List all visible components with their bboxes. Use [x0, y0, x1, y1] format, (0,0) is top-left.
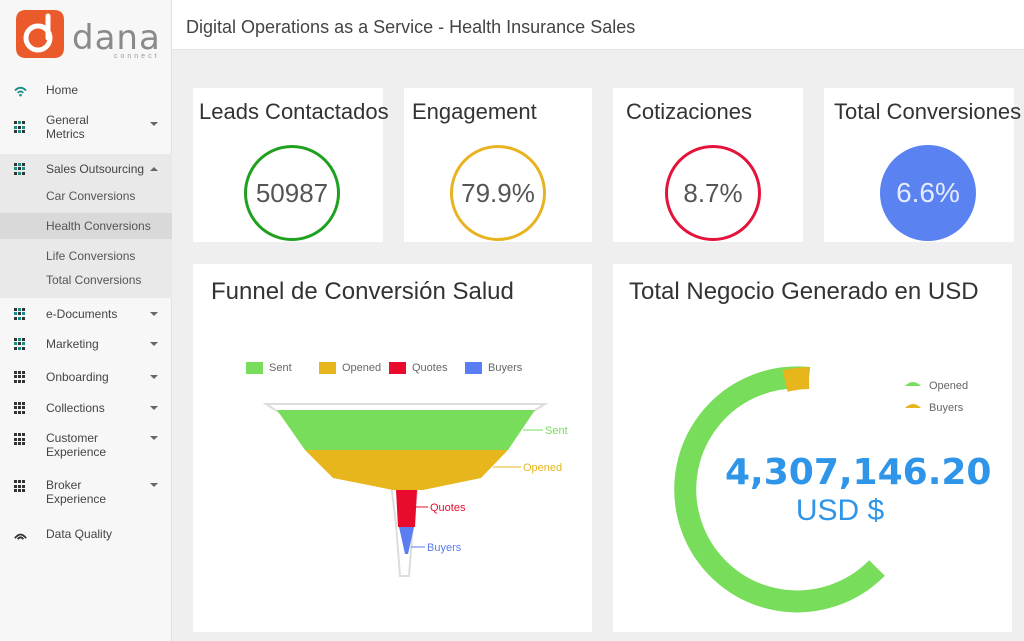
sidebar-item-label: Home — [46, 83, 79, 97]
grid-icon — [14, 401, 27, 415]
sidebar-item-label: e-Documents — [46, 307, 118, 321]
sidebar-item-label: Marketing — [46, 337, 99, 351]
funnel-segment-quotes[interactable] — [396, 490, 417, 527]
top-header: Digital Operations as a Service - Health… — [172, 0, 1024, 50]
legend-label: Buyers — [488, 362, 523, 374]
gauge-arc-opened[interactable] — [674, 366, 885, 613]
grid-icon — [14, 433, 27, 446]
sidebar-item-broker-experience[interactable]: Broker Experience — [0, 478, 172, 506]
revenue-card: Total Negocio Generado en USD Opened Buy… — [613, 264, 1012, 632]
grid-icon — [14, 337, 27, 351]
chevron-up-icon — [150, 167, 158, 171]
chevron-down-icon — [150, 342, 158, 346]
grid-icon — [14, 121, 27, 134]
sidebar-item-home[interactable]: Home — [0, 83, 172, 97]
sidebar-item-label: Customer Experience — [46, 431, 107, 459]
kpi-value: 8.7% — [665, 145, 761, 241]
gauge-arc-buyers[interactable] — [782, 367, 810, 392]
kpi-card-engagement: Engagement 79.9% — [404, 88, 592, 242]
kpi-title: Engagement — [412, 99, 537, 124]
chevron-down-icon — [150, 312, 158, 316]
funnel-segment-sent[interactable] — [277, 410, 535, 450]
sidebar: dana connect Home General Metrics Sales … — [0, 0, 172, 641]
submenu-item-health-conversions[interactable]: Health Conversions — [0, 213, 172, 239]
chevron-down-icon — [150, 483, 158, 487]
kpi-value: 6.6% — [880, 145, 976, 241]
legend-label-opened: Opened — [929, 380, 968, 392]
page-title: Digital Operations as a Service - Health… — [186, 17, 636, 37]
legend-swatch-opened — [905, 382, 921, 386]
legend-buyers[interactable]: Buyers — [465, 362, 522, 374]
sidebar-item-general-metrics[interactable]: General Metrics — [0, 113, 172, 141]
sidebar-item-onboarding[interactable]: Onboarding — [0, 370, 172, 384]
brand-sub: connect — [114, 53, 160, 60]
legend-swatch — [465, 362, 482, 374]
legend-opened[interactable]: Opened — [319, 362, 381, 374]
legend-sent[interactable]: Sent — [246, 362, 292, 374]
grid-icon — [14, 480, 27, 493]
chevron-down-icon — [150, 375, 158, 379]
dana-logo-icon — [16, 10, 64, 58]
brand-name: dana — [72, 18, 161, 58]
legend-swatch — [389, 362, 406, 374]
sidebar-item-e-documents[interactable]: e-Documents — [0, 307, 172, 321]
kpi-value: 79.9% — [450, 145, 546, 241]
revenue-value: 4,307,146.20 — [725, 452, 992, 493]
revenue-gauge: Opened Buyers — [674, 366, 968, 613]
revenue-currency: USD $ — [795, 494, 885, 527]
submenu-item-total-conversions[interactable]: Total Conversions — [46, 273, 142, 287]
funnel-chart: Sent Opened Quotes Buyers — [262, 403, 568, 577]
submenu-item-car-conversions[interactable]: Car Conversions — [46, 189, 136, 203]
sidebar-item-label: Onboarding — [46, 370, 109, 384]
kpi-card-leads: Leads Contactados 50987 — [193, 88, 389, 242]
kpi-card-cotizaciones: Cotizaciones 8.7% — [613, 88, 803, 242]
legend-label: Opened — [342, 362, 382, 374]
sidebar-item-label: Sales Outsourcing — [46, 162, 145, 176]
kpi-title: Cotizaciones — [626, 99, 752, 124]
sidebar-item-label: Broker Experience — [46, 478, 107, 506]
funnel-label-sent: Sent — [545, 425, 568, 437]
sidebar-item-collections[interactable]: Collections — [0, 401, 172, 415]
chevron-down-icon — [150, 122, 158, 126]
funnel-segment-buyers[interactable] — [399, 527, 414, 554]
kpi-title: Leads Contactados — [199, 99, 389, 124]
sidebar-item-data-quality[interactable]: Data Quality — [0, 527, 172, 541]
legend-quotes[interactable]: Quotes — [389, 362, 447, 374]
chevron-down-icon — [150, 436, 158, 440]
funnel-label-buyers: Buyers — [427, 542, 462, 554]
funnel-label-quotes: Quotes — [430, 502, 466, 514]
legend-swatch — [246, 362, 263, 374]
sidebar-item-label: Data Quality — [46, 527, 113, 541]
kpi-card-total-conversiones: Total Conversiones 6.6% — [824, 88, 1021, 242]
funnel-label-opened: Opened — [523, 462, 562, 474]
grid-icon — [14, 307, 27, 321]
funnel-card: Funnel de Conversión Salud Sent Opened Q… — [193, 264, 592, 632]
revenue-title: Total Negocio Generado en USD — [629, 278, 979, 305]
wifi-icon — [14, 86, 27, 96]
sidebar-item-marketing[interactable]: Marketing — [0, 337, 172, 351]
funnel-segment-opened[interactable] — [305, 450, 508, 490]
kpi-value: 50987 — [244, 145, 340, 241]
sidebar-item-customer-experience[interactable]: Customer Experience — [0, 431, 172, 459]
dana-logo[interactable]: dana connect — [10, 6, 170, 66]
kpi-title: Total Conversiones — [834, 99, 1022, 124]
legend-label-buyers: Buyers — [929, 402, 964, 414]
signal-icon — [14, 533, 27, 540]
legend-swatch-buyers — [905, 404, 921, 408]
legend-label: Sent — [269, 362, 292, 374]
sidebar-item-label: General Metrics — [46, 113, 89, 141]
sidebar-item-sales-outsourcing[interactable]: Sales Outsourcing — [0, 162, 172, 176]
chevron-down-icon — [150, 406, 158, 410]
legend-label: Quotes — [412, 362, 448, 374]
funnel-title: Funnel de Conversión Salud — [211, 278, 514, 305]
grid-icon — [14, 162, 27, 176]
legend-swatch — [319, 362, 336, 374]
grid-icon — [14, 370, 27, 384]
submenu-item-life-conversions[interactable]: Life Conversions — [46, 249, 136, 263]
sidebar-item-label: Collections — [46, 401, 105, 415]
